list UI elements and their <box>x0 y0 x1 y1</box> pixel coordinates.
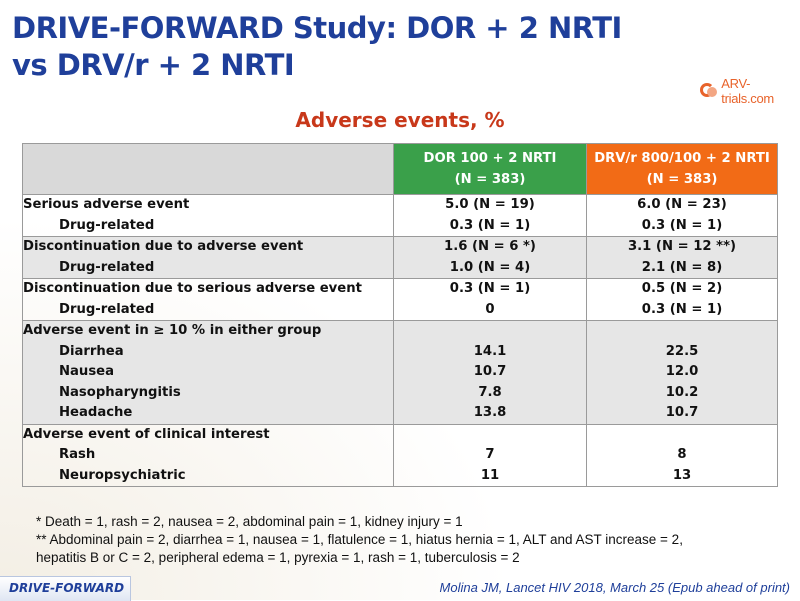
row-label-cell: Adverse event in ≥ 10 % in either group … <box>22 320 394 425</box>
title-line-2: vs DRV/r + 2 NRTI <box>12 48 295 82</box>
drv-value: 10.7 <box>665 405 699 420</box>
drv-value: 0.3 (N = 1) <box>641 217 723 233</box>
footnote-2-continued: hepatitis B or C = 2, peripheral edema =… <box>36 550 520 565</box>
study-tag-label: DRIVE-FORWARD <box>9 581 125 595</box>
table-row: Adverse event in ≥ 10 % in either group … <box>22 320 778 425</box>
header-dor-arm: DOR 100 + 2 NRTI <box>423 151 557 166</box>
dor-value-cell: 0.3 (N = 1) 0 <box>393 278 587 321</box>
row-label-cell: Adverse event of clinical interest Rash … <box>22 423 394 487</box>
dor-value: 0 <box>485 301 495 317</box>
dor-value: 14.1 <box>473 343 507 359</box>
row-sublabel: Nausea <box>59 364 115 379</box>
row-label-cell: Serious adverse event Drug-related <box>22 194 394 237</box>
drv-value: 3.1 (N = 12 **) <box>627 239 736 254</box>
row-heading: Adverse event in ≥ 10 % in either group <box>23 323 322 338</box>
table-title: Adverse events, % <box>295 108 505 132</box>
dor-value: 11 <box>480 467 500 483</box>
dor-value: 10.7 <box>473 364 507 379</box>
table-row: Serious adverse event Drug-related 5.0 (… <box>22 194 778 237</box>
row-sublabel: Neuropsychiatric <box>59 467 186 483</box>
drv-value: 22.5 <box>665 343 699 359</box>
row-sublabel: Drug-related <box>59 259 155 275</box>
dor-value: 1.0 (N = 4) <box>449 259 531 275</box>
dor-value: 0.3 (N = 1) <box>449 217 531 233</box>
dor-value: 5.0 (N = 19) <box>445 197 535 212</box>
row-sublabel: Diarrhea <box>59 343 124 359</box>
citation: Molina JM, Lancet HIV 2018, March 25 (Ep… <box>439 580 790 595</box>
logo-text: ARV-trials.com <box>721 76 774 106</box>
dor-value: 7 <box>485 447 495 462</box>
drv-value: 12.0 <box>665 364 699 379</box>
dor-value: 1.6 (N = 6 *) <box>444 239 536 254</box>
table-row: Discontinuation due to serious adverse e… <box>22 278 778 321</box>
header-dor: DOR 100 + 2 NRTI (N = 383) <box>393 143 587 195</box>
adverse-events-table: DOR 100 + 2 NRTI (N = 383) DRV/r 800/100… <box>22 143 778 487</box>
dor-value: 13.8 <box>473 405 507 420</box>
table-row: Discontinuation due to adverse event Dru… <box>22 236 778 279</box>
row-label: Serious adverse event <box>23 197 190 212</box>
drv-value: 0.5 (N = 2) <box>641 281 723 296</box>
drv-value: 10.2 <box>665 384 699 400</box>
header-empty-cell <box>22 143 394 195</box>
footnote-2: ** Abdominal pain = 2, diarrhea = 1, nau… <box>36 532 683 547</box>
header-drv-arm: DRV/r 800/100 + 2 NRTI <box>594 151 770 166</box>
row-heading: Adverse event of clinical interest <box>23 426 270 442</box>
title-line-1: DRIVE-FORWARD Study: DOR + 2 NRTI <box>12 11 622 45</box>
drv-value-cell: 6.0 (N = 23) 0.3 (N = 1) <box>586 194 778 237</box>
row-label: Discontinuation due to serious adverse e… <box>23 281 362 296</box>
dor-value-cell: 1.6 (N = 6 *) 1.0 (N = 4) <box>393 236 587 279</box>
dor-value: 0.3 (N = 1) <box>449 281 531 296</box>
drv-value: 2.1 (N = 8) <box>641 259 723 275</box>
drv-value-cell: 8 13 <box>586 423 778 487</box>
drv-value-cell: 0.5 (N = 2) 0.3 (N = 1) <box>586 278 778 321</box>
drv-value-cell: 3.1 (N = 12 **) 2.1 (N = 8) <box>586 236 778 279</box>
dor-value-cell: 7 11 <box>393 423 587 487</box>
header-dor-n: (N = 383) <box>454 172 526 187</box>
footnote-1: * Death = 1, rash = 2, nausea = 2, abdom… <box>36 514 463 529</box>
row-label-cell: Discontinuation due to serious adverse e… <box>22 278 394 321</box>
row-sublabel: Drug-related <box>59 301 155 317</box>
arv-trials-logo: ARV-trials.com <box>700 76 800 106</box>
dor-value-cell: 5.0 (N = 19) 0.3 (N = 1) <box>393 194 587 237</box>
drv-value: 13 <box>672 467 692 483</box>
row-sublabel: Drug-related <box>59 217 155 233</box>
footnotes: * Death = 1, rash = 2, nausea = 2, abdom… <box>36 513 796 567</box>
row-sublabel: Headache <box>59 405 133 420</box>
table-header-row: DOR 100 + 2 NRTI (N = 383) DRV/r 800/100… <box>22 143 778 195</box>
drv-value: 0.3 (N = 1) <box>641 301 723 317</box>
table-row: Adverse event of clinical interest Rash … <box>22 423 778 487</box>
header-drv-n: (N = 383) <box>646 172 718 187</box>
drv-value: 6.0 (N = 23) <box>637 197 727 212</box>
row-sublabel: Nasopharyngitis <box>59 384 181 400</box>
row-label: Discontinuation due to adverse event <box>23 239 304 254</box>
row-label-cell: Discontinuation due to adverse event Dru… <box>22 236 394 279</box>
arv-logo-icon <box>700 81 719 101</box>
dor-value-cell: 14.1 10.7 7.8 13.8 <box>393 320 587 425</box>
dor-value: 7.8 <box>478 384 502 400</box>
slide-title: DRIVE-FORWARD Study: DOR + 2 NRTI vs DRV… <box>12 10 622 84</box>
row-sublabel: Rash <box>59 447 96 462</box>
drv-value: 8 <box>677 447 687 462</box>
drv-value-cell: 22.5 12.0 10.2 10.7 <box>586 320 778 425</box>
study-tag: DRIVE-FORWARD <box>0 576 131 601</box>
header-drv: DRV/r 800/100 + 2 NRTI (N = 383) <box>586 143 778 195</box>
